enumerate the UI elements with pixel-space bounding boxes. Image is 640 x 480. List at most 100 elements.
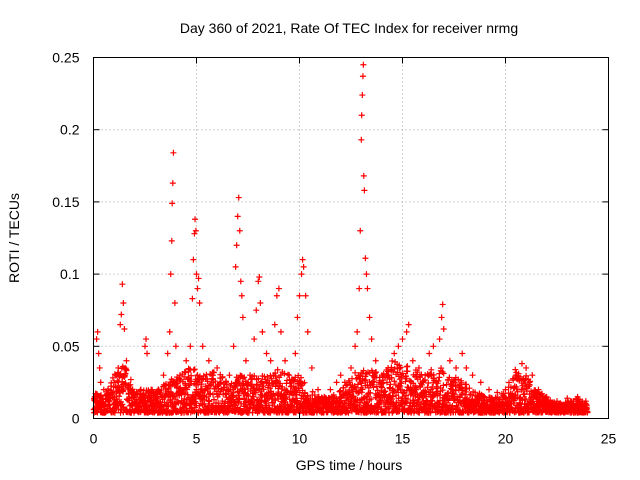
data-point [398,374,405,381]
data-point [115,364,122,371]
data-point [263,350,270,357]
data-point [172,394,179,401]
data-point [188,372,195,379]
data-point [120,299,127,306]
data-point [364,393,371,400]
data-point [284,401,291,408]
data-point [418,371,425,378]
data-point [417,374,424,381]
data-point [204,386,211,393]
data-point [404,363,411,370]
data-point [196,299,203,306]
data-point [182,390,189,397]
data-point [272,373,279,380]
data-point [255,278,262,285]
data-point [392,405,399,412]
data-point [358,136,365,143]
data-point [104,393,111,400]
data-point [439,387,446,394]
data-point [281,370,288,377]
data-point [430,343,437,350]
y-tick-label: 0.15 [52,194,79,210]
data-point [192,395,199,402]
data-point [210,369,217,376]
y-tick-label: 0.05 [52,338,79,354]
data-point [168,237,175,244]
x-tick-labels: 0 5 10 15 20 25 [90,431,617,447]
data-point [436,336,443,343]
data-point [199,343,206,350]
data-point [114,377,121,384]
data-point [396,365,403,372]
data-point [430,371,437,378]
data-point [183,357,190,364]
data-point [388,374,395,381]
data-point [233,242,240,249]
data-point [391,388,398,395]
data-point [362,255,369,262]
data-point [370,378,377,385]
x-tick-label: 15 [395,431,411,447]
data-point [420,378,427,385]
data-point [226,372,233,379]
data-point [398,380,405,387]
data-point [584,408,591,415]
data-point [304,328,311,335]
data-point [299,256,306,263]
data-point [422,372,429,379]
data-point [582,398,589,405]
data-point [399,336,406,343]
data-point [438,314,445,321]
data-point [253,307,260,314]
data-point [512,366,519,373]
data-point [268,375,275,382]
data-point [450,391,457,398]
data-point [117,321,124,328]
data-point [535,386,542,393]
y-tick-label: 0.1 [60,266,80,282]
data-point [360,172,367,179]
data-point [405,321,412,328]
x-tick-label: 10 [292,431,308,447]
data-point [251,372,258,379]
data-point [245,392,252,399]
data-point [368,336,375,343]
data-point [301,379,308,386]
data-point [260,380,267,387]
data-point [217,379,224,386]
data-point [190,367,197,374]
data-point [142,343,148,350]
data-point [282,357,289,364]
data-point [294,397,301,404]
data-point [193,271,200,278]
data-point [526,409,533,416]
data-point [144,350,151,357]
data-point [96,364,103,371]
data-point [352,369,359,376]
axis-ticks [93,57,609,419]
data-point [123,366,130,373]
data-point [511,397,518,404]
data-point [357,227,364,234]
data-point [389,393,396,400]
data-point [237,278,244,285]
data-point [235,194,242,201]
data-point [250,393,257,400]
data-point [242,357,249,364]
data-point [392,403,399,410]
data-point [440,382,447,389]
data-point [360,61,367,68]
data-point [120,404,127,411]
data-point [191,366,198,373]
data-point [414,369,421,376]
data-point [131,393,138,400]
data-point [359,73,366,80]
data-point [241,374,248,381]
data-point [100,386,107,393]
data-point [195,275,202,282]
data-point [116,393,123,400]
data-point [123,357,130,364]
data-point [298,271,305,278]
data-point [244,382,251,389]
data-point [288,402,295,409]
